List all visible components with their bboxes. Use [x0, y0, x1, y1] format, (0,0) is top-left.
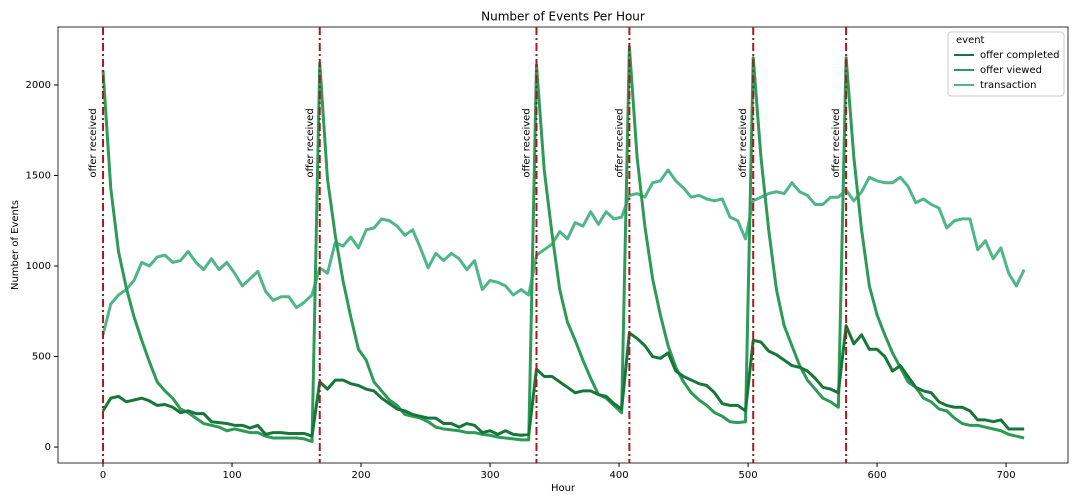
x-tick-label: 200: [351, 470, 370, 481]
x-tick-label: 600: [868, 470, 887, 481]
legend-box: [947, 31, 1065, 97]
legend-title: event: [956, 35, 985, 46]
vline-label: offer received: [88, 108, 99, 177]
x-tick-label: 100: [222, 470, 241, 481]
x-axis-label: Hour: [551, 483, 576, 494]
legend-label: offer viewed: [980, 65, 1042, 76]
y-tick-label: 500: [32, 352, 51, 363]
x-tick-label: 400: [610, 470, 629, 481]
y-axis-label: Number of Events: [10, 200, 21, 290]
series-line: [101, 45, 1025, 444]
vline-label: offer received: [831, 108, 842, 177]
y-tick-label: 1000: [26, 261, 51, 272]
x-tick-label: 700: [997, 470, 1016, 481]
x-tick-label: 500: [739, 470, 758, 481]
series-line: [101, 168, 1026, 336]
vline-label: offer received: [521, 108, 532, 177]
x-tick-label: 0: [100, 470, 106, 481]
y-tick-label: 1500: [26, 170, 51, 181]
x-tick-label: 300: [480, 470, 499, 481]
y-tick-label: 0: [45, 442, 51, 453]
vline-label: offer received: [738, 108, 749, 177]
chart-title: Number of Events Per Hour: [481, 10, 645, 24]
series-line: [101, 324, 1025, 438]
legend-label: transaction: [980, 80, 1037, 91]
plot-frame: [57, 26, 1069, 464]
vline-label: offer received: [305, 108, 316, 177]
legend-label: offer completed: [980, 50, 1060, 61]
vline-label: offer received: [614, 108, 625, 177]
y-tick-label: 2000: [26, 80, 51, 91]
